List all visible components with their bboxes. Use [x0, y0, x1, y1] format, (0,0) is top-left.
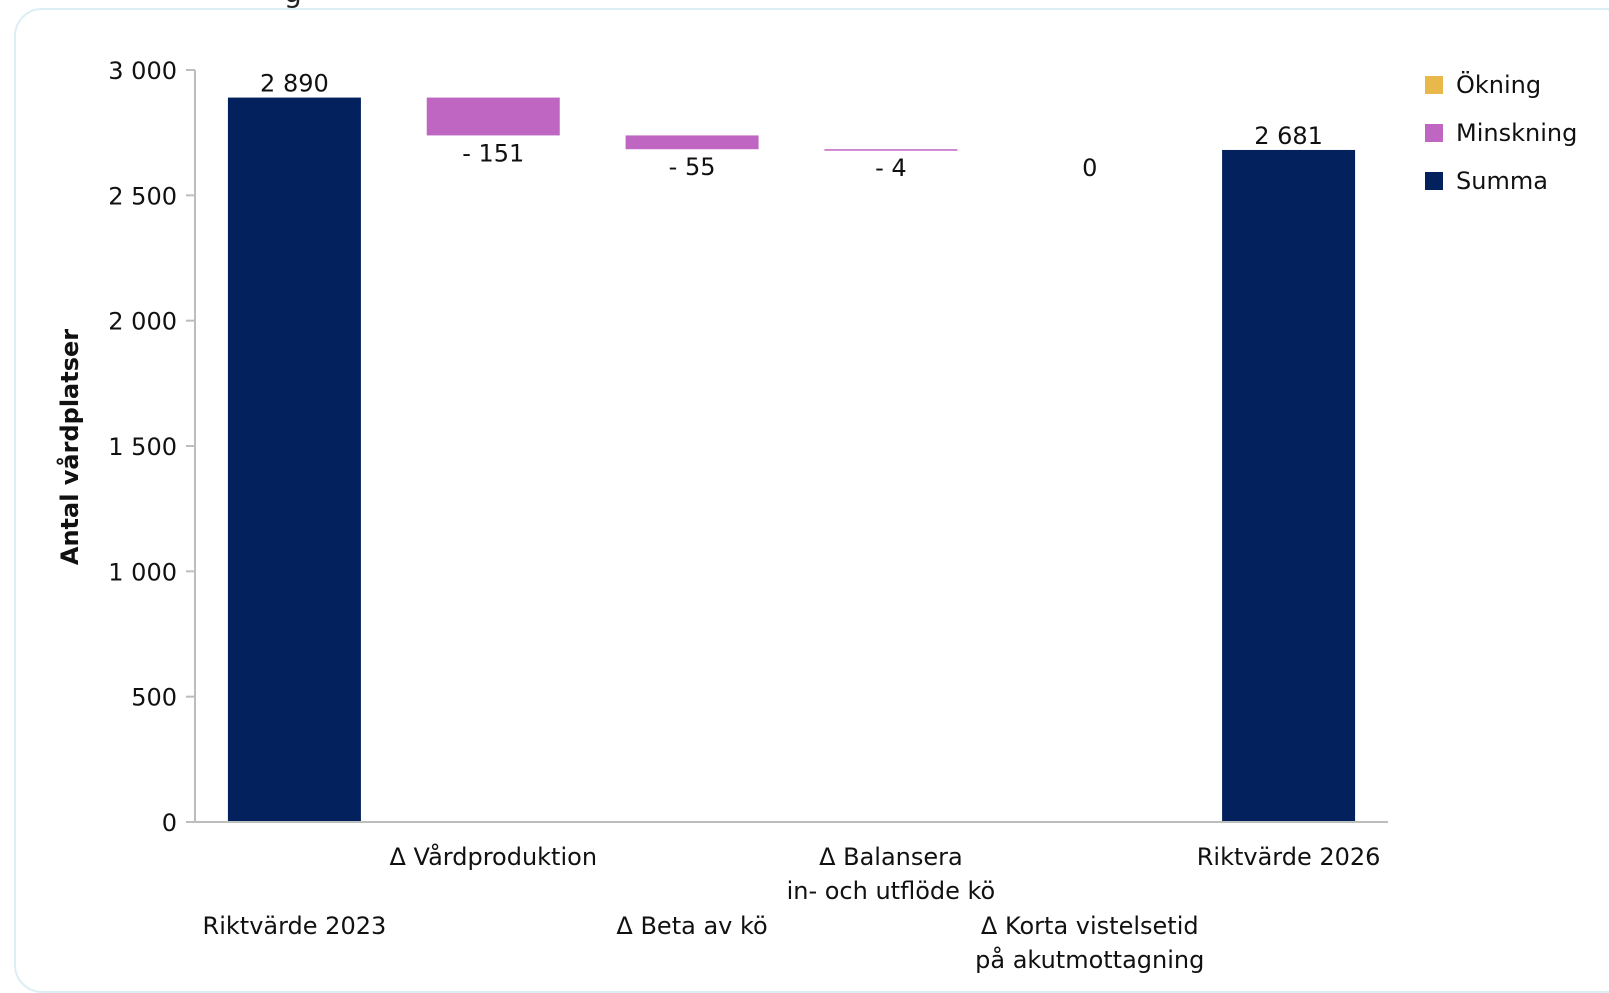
chart-title-fragment: g [284, 0, 302, 9]
x-category-label: Riktvärde 2026 [1197, 843, 1381, 871]
data-label: - 55 [669, 153, 716, 181]
y-axis-label: Antal vårdplatser [55, 329, 84, 565]
x-category-label: på akutmottagning [975, 945, 1204, 973]
waterfall-chart: Antal vårdplatser 0 500 1 000 1 500 2 000 2 5… [55, 57, 1577, 973]
data-label: - 4 [875, 154, 907, 182]
y-tick-label: 3 000 [108, 57, 177, 85]
legend-swatch-increase [1425, 76, 1443, 94]
y-tick-label: 2 000 [108, 308, 177, 336]
x-category-label: Riktvärde 2023 [203, 912, 387, 940]
data-label: 2 681 [1254, 122, 1323, 150]
x-category-label: Δ Vårdproduktion [389, 842, 597, 871]
legend-label-increase: Ökning [1456, 70, 1541, 99]
x-category-label: Δ Korta vistelsetid [981, 912, 1199, 940]
y-tick-label: 1 000 [108, 558, 177, 586]
legend-swatch-total [1425, 172, 1443, 190]
legend-label-total: Summa [1456, 167, 1548, 195]
legend-swatch-decrease [1425, 124, 1443, 142]
y-tick-label: 0 [162, 809, 177, 837]
x-category-label: in- och utflöde kö [787, 877, 996, 905]
y-tick-label: 2 500 [108, 182, 177, 210]
y-tick-label: 1 500 [108, 433, 177, 461]
bar-total [1222, 149, 1356, 823]
data-label: - 151 [462, 139, 524, 167]
bar-total [227, 97, 361, 822]
x-category-label: Δ Balansera [819, 843, 963, 871]
bar-decrease [824, 149, 958, 151]
legend-label-decrease: Minskning [1456, 119, 1577, 147]
data-label: 2 890 [260, 70, 329, 98]
y-tick-label: 500 [131, 684, 177, 712]
x-category-label: Δ Beta av kö [616, 912, 767, 940]
data-label: 0 [1082, 154, 1097, 182]
bar-decrease [625, 135, 759, 150]
bar-decrease [426, 97, 560, 136]
